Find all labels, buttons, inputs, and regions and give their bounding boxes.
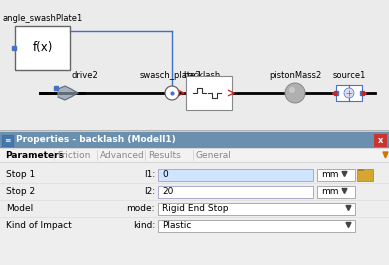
Text: backlash: backlash	[183, 71, 221, 80]
FancyBboxPatch shape	[15, 26, 70, 70]
Text: General: General	[196, 151, 232, 160]
FancyBboxPatch shape	[158, 219, 355, 232]
FancyBboxPatch shape	[374, 134, 387, 147]
Text: Advanced: Advanced	[100, 151, 145, 160]
Polygon shape	[383, 152, 388, 158]
Text: Rigid End Stop: Rigid End Stop	[162, 204, 228, 213]
Text: l2:: l2:	[144, 187, 155, 196]
Polygon shape	[346, 223, 351, 227]
Text: mm: mm	[321, 187, 338, 196]
Text: angle_swashPlate1: angle_swashPlate1	[2, 14, 82, 23]
FancyBboxPatch shape	[0, 148, 389, 162]
FancyBboxPatch shape	[158, 169, 313, 180]
Circle shape	[344, 88, 354, 98]
Text: pistonMass2: pistonMass2	[269, 71, 321, 80]
Text: Stop 1: Stop 1	[6, 170, 35, 179]
FancyBboxPatch shape	[2, 135, 13, 146]
Polygon shape	[342, 171, 347, 176]
Polygon shape	[342, 188, 347, 193]
Text: 0: 0	[162, 170, 168, 179]
FancyBboxPatch shape	[349, 85, 362, 101]
Text: drive2: drive2	[72, 71, 98, 80]
Text: mm: mm	[321, 170, 338, 179]
Text: Plastic: Plastic	[162, 221, 191, 230]
FancyBboxPatch shape	[186, 76, 232, 110]
Polygon shape	[58, 86, 78, 100]
FancyBboxPatch shape	[0, 132, 389, 148]
Text: Parameters: Parameters	[5, 151, 64, 160]
Text: Properties - backlash (Modell1): Properties - backlash (Modell1)	[16, 135, 176, 144]
Text: x: x	[378, 136, 383, 145]
FancyBboxPatch shape	[317, 186, 355, 197]
Text: mode:: mode:	[126, 204, 155, 213]
Text: kind:: kind:	[133, 221, 155, 230]
Polygon shape	[346, 205, 351, 210]
Text: Stop 2: Stop 2	[6, 187, 35, 196]
Circle shape	[285, 83, 305, 103]
FancyBboxPatch shape	[358, 169, 364, 170]
Text: f(x): f(x)	[32, 42, 53, 55]
Text: ≡: ≡	[4, 135, 11, 144]
Text: Friction: Friction	[57, 151, 90, 160]
FancyBboxPatch shape	[0, 0, 389, 130]
Text: Model: Model	[6, 204, 33, 213]
FancyBboxPatch shape	[317, 169, 355, 180]
Text: source1: source1	[332, 71, 366, 80]
Text: Kind of Impact: Kind of Impact	[6, 221, 72, 230]
Text: 20: 20	[162, 187, 173, 196]
Circle shape	[165, 86, 179, 100]
Text: swasch_plate2: swasch_plate2	[139, 71, 201, 80]
Text: l1:: l1:	[144, 170, 155, 179]
FancyBboxPatch shape	[357, 169, 373, 180]
Circle shape	[289, 87, 295, 93]
FancyBboxPatch shape	[158, 202, 355, 214]
FancyBboxPatch shape	[0, 132, 389, 265]
FancyBboxPatch shape	[158, 186, 313, 197]
Text: Results: Results	[148, 151, 181, 160]
FancyBboxPatch shape	[336, 85, 349, 101]
